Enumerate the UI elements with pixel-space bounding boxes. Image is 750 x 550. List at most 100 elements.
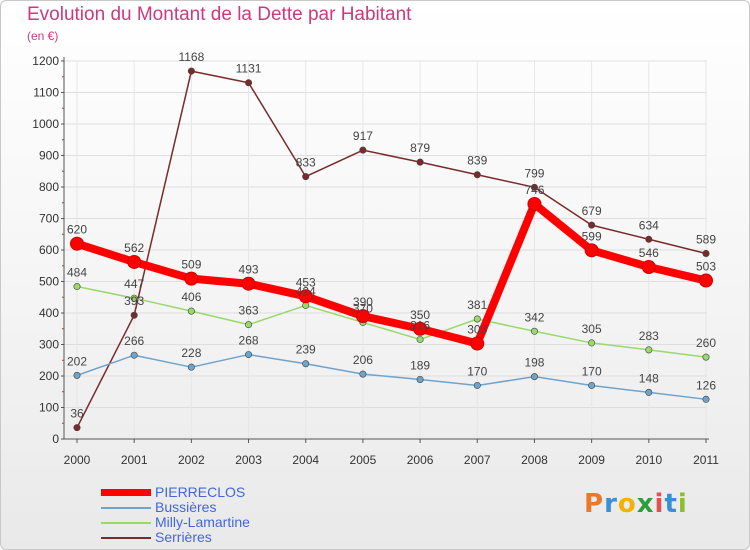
legend-item-serrieres: Serrières — [101, 529, 321, 545]
data-point-pierreclos — [584, 243, 599, 258]
data-label-milly-lamartine: 424 — [296, 284, 316, 298]
data-point-bussie-res — [473, 381, 481, 389]
data-label-pierreclos: 562 — [124, 241, 144, 255]
legend-item-pierreclos: PIERRECLOS — [101, 484, 321, 500]
data-label-milly-lamartine: 283 — [639, 329, 659, 343]
y-tick-label: 0 — [52, 432, 59, 446]
data-point-milly-lamartine — [473, 315, 481, 323]
legend-swatch-milly-lamartine — [101, 522, 151, 524]
data-point-serrie-res — [588, 221, 596, 229]
data-label-pierreclos: 303 — [467, 323, 487, 337]
data-label-bussie-res: 228 — [181, 346, 201, 360]
data-label-bussie-res: 189 — [410, 358, 430, 372]
data-label-milly-lamartine: 305 — [582, 322, 602, 336]
data-point-milly-lamartine — [645, 346, 653, 354]
data-label-pierreclos: 503 — [696, 260, 716, 274]
data-label-serrie-res: 839 — [467, 154, 487, 168]
data-point-bussie-res — [245, 351, 253, 359]
data-point-milly-lamartine — [416, 335, 424, 343]
data-point-pierreclos — [413, 321, 428, 336]
y-tick-label: 1000 — [32, 117, 59, 131]
grid-lines — [64, 60, 707, 439]
data-point-pierreclos — [470, 336, 485, 351]
data-point-milly-lamartine — [245, 321, 253, 329]
data-label-serrie-res: 36 — [70, 407, 84, 421]
data-point-serrie-res — [130, 311, 138, 319]
data-label-pierreclos: 350 — [410, 308, 430, 322]
data-label-pierreclos: 390 — [353, 295, 373, 309]
x-tick-label: 2001 — [121, 453, 148, 467]
series-line-serrie-res — [76, 70, 707, 429]
data-label-milly-lamartine: 316 — [410, 318, 430, 332]
data-label-serrie-res: 879 — [410, 141, 430, 155]
data-label-bussie-res: 266 — [124, 334, 144, 348]
data-label-serrie-res: 589 — [696, 232, 716, 246]
data-label-milly-lamartine: 363 — [239, 304, 259, 318]
data-point-serrie-res — [702, 249, 710, 257]
legend-swatch-pierreclos — [101, 489, 151, 496]
data-label-milly-lamartine: 260 — [696, 336, 716, 350]
data-label-milly-lamartine: 381 — [467, 298, 487, 312]
logo-letter: o — [617, 489, 637, 519]
proxiti-logo: Proxiti — [584, 489, 688, 519]
data-point-serrie-res — [416, 158, 424, 166]
data-point-pierreclos — [355, 309, 370, 324]
data-point-milly-lamartine — [702, 353, 710, 361]
data-label-serrie-res: 917 — [353, 129, 373, 143]
x-tick-label: 2006 — [407, 453, 434, 467]
data-point-milly-lamartine — [187, 307, 195, 315]
y-tick-label: 600 — [39, 243, 59, 257]
y-tick-label: 900 — [39, 149, 59, 163]
data-label-milly-lamartine: 370 — [353, 301, 373, 315]
data-point-serrie-res — [359, 146, 367, 154]
data-point-bussie-res — [302, 360, 310, 368]
data-label-bussie-res: 170 — [467, 364, 487, 378]
data-point-milly-lamartine — [588, 339, 596, 347]
series-points — [70, 67, 713, 432]
chart-subtitle: (en €) — [27, 29, 59, 43]
data-label-serrie-res: 679 — [582, 204, 602, 218]
data-label-bussie-res: 268 — [239, 334, 259, 348]
y-tick-label: 200 — [39, 369, 59, 383]
x-tick-label: 2007 — [464, 453, 491, 467]
x-tick-label: 2010 — [635, 453, 662, 467]
legend-swatch-serrieres — [101, 537, 151, 539]
data-point-milly-lamartine — [130, 294, 138, 302]
data-point-milly-lamartine — [530, 327, 538, 335]
series-line-pierreclos — [73, 200, 710, 348]
data-point-bussie-res — [73, 371, 81, 379]
data-label-bussie-res: 239 — [296, 343, 316, 357]
legend-label-pierreclos: PIERRECLOS — [155, 484, 246, 500]
legend-label-bussieres: Bussières — [155, 499, 217, 515]
data-point-serrie-res — [187, 67, 195, 75]
y-tick-labels: 0 100 200 300 400 500 600 700 800 900 1000 1100 1200 — [32, 54, 59, 446]
data-point-pierreclos — [70, 236, 84, 251]
legend-swatch-bussieres — [101, 507, 151, 509]
data-point-bussie-res — [702, 395, 710, 403]
data-point-bussie-res — [588, 381, 596, 389]
data-label-serrie-res: 833 — [296, 156, 316, 170]
data-point-serrie-res — [473, 171, 481, 179]
data-point-bussie-res — [187, 363, 195, 371]
data-label-bussie-res: 170 — [582, 364, 602, 378]
data-label-milly-lamartine: 447 — [124, 277, 144, 291]
series-line-bussie-res — [76, 353, 707, 401]
data-point-pierreclos — [298, 289, 313, 304]
data-point-pierreclos — [699, 273, 713, 288]
data-point-serrie-res — [302, 173, 310, 181]
data-point-pierreclos — [127, 254, 142, 269]
logo-letter: t — [664, 489, 678, 519]
chart-title: Evolution du Montant de la Dette par Hab… — [27, 4, 412, 25]
logo-letter: i — [654, 489, 665, 519]
data-point-bussie-res — [416, 375, 424, 383]
logo-letter: P — [584, 489, 605, 519]
x-tick-label: 2005 — [350, 453, 377, 467]
data-label-pierreclos: 453 — [296, 275, 316, 289]
data-label-pierreclos: 546 — [639, 246, 659, 260]
x-tick-label: 2003 — [235, 453, 262, 467]
y-tick-label: 1100 — [33, 86, 59, 100]
data-label-bussie-res: 198 — [524, 356, 544, 370]
data-labels: 36 393 1168 1131 833 917 879 839 799 679 634 589 484… — [67, 50, 716, 421]
y-tick-label: 500 — [39, 275, 59, 289]
data-label-pierreclos: 620 — [67, 223, 87, 237]
